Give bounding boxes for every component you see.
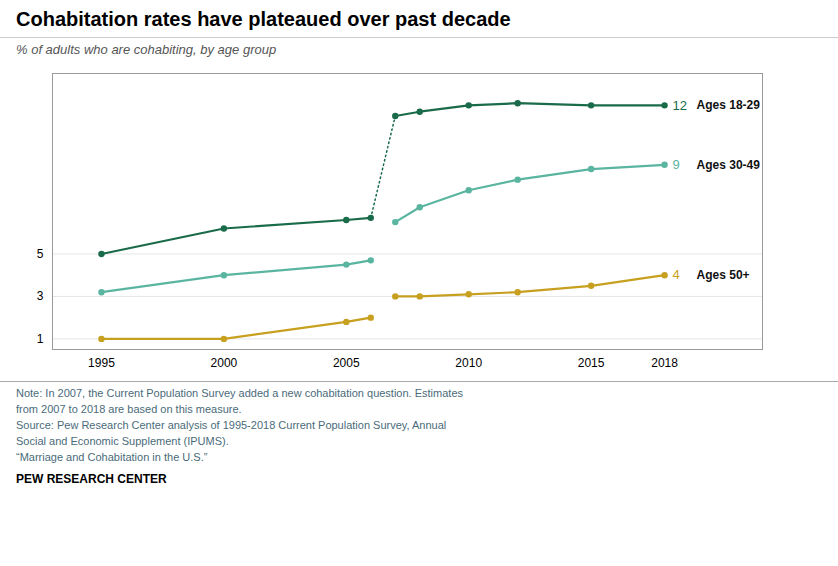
svg-text:1995: 1995 [88, 356, 115, 370]
svg-text:5: 5 [37, 247, 44, 261]
svg-text:9: 9 [673, 157, 680, 172]
html-text:% of adults who are cohabiting: % of adults who are cohabiting, by age g… [16, 42, 277, 57]
html-text:PEW RESEARCH CENTER: PEW RESEARCH CENTER [16, 471, 167, 486]
svg-text:2018: 2018 [651, 356, 678, 370]
svg-text:Ages 50+: Ages 50+ [697, 268, 750, 282]
html-text:Note: In 2007, the Current Pop: Note: In 2007, the Current Population Su… [16, 387, 463, 463]
svg-text:2000: 2000 [211, 356, 238, 370]
svg-text:1: 1 [37, 332, 44, 346]
svg-text:4: 4 [673, 267, 680, 282]
svg-text:2015: 2015 [578, 356, 605, 370]
svg-text:12: 12 [673, 98, 687, 113]
svg-text:Ages 30-49: Ages 30-49 [697, 158, 761, 172]
svg-text:Ages 18-29: Ages 18-29 [697, 98, 761, 112]
svg-text:3: 3 [37, 289, 44, 303]
svg-text:2010: 2010 [455, 356, 482, 370]
svg-text:2005: 2005 [333, 356, 360, 370]
html-text:Cohabitation rates have platea: Cohabitation rates have plateaued over p… [16, 8, 511, 30]
